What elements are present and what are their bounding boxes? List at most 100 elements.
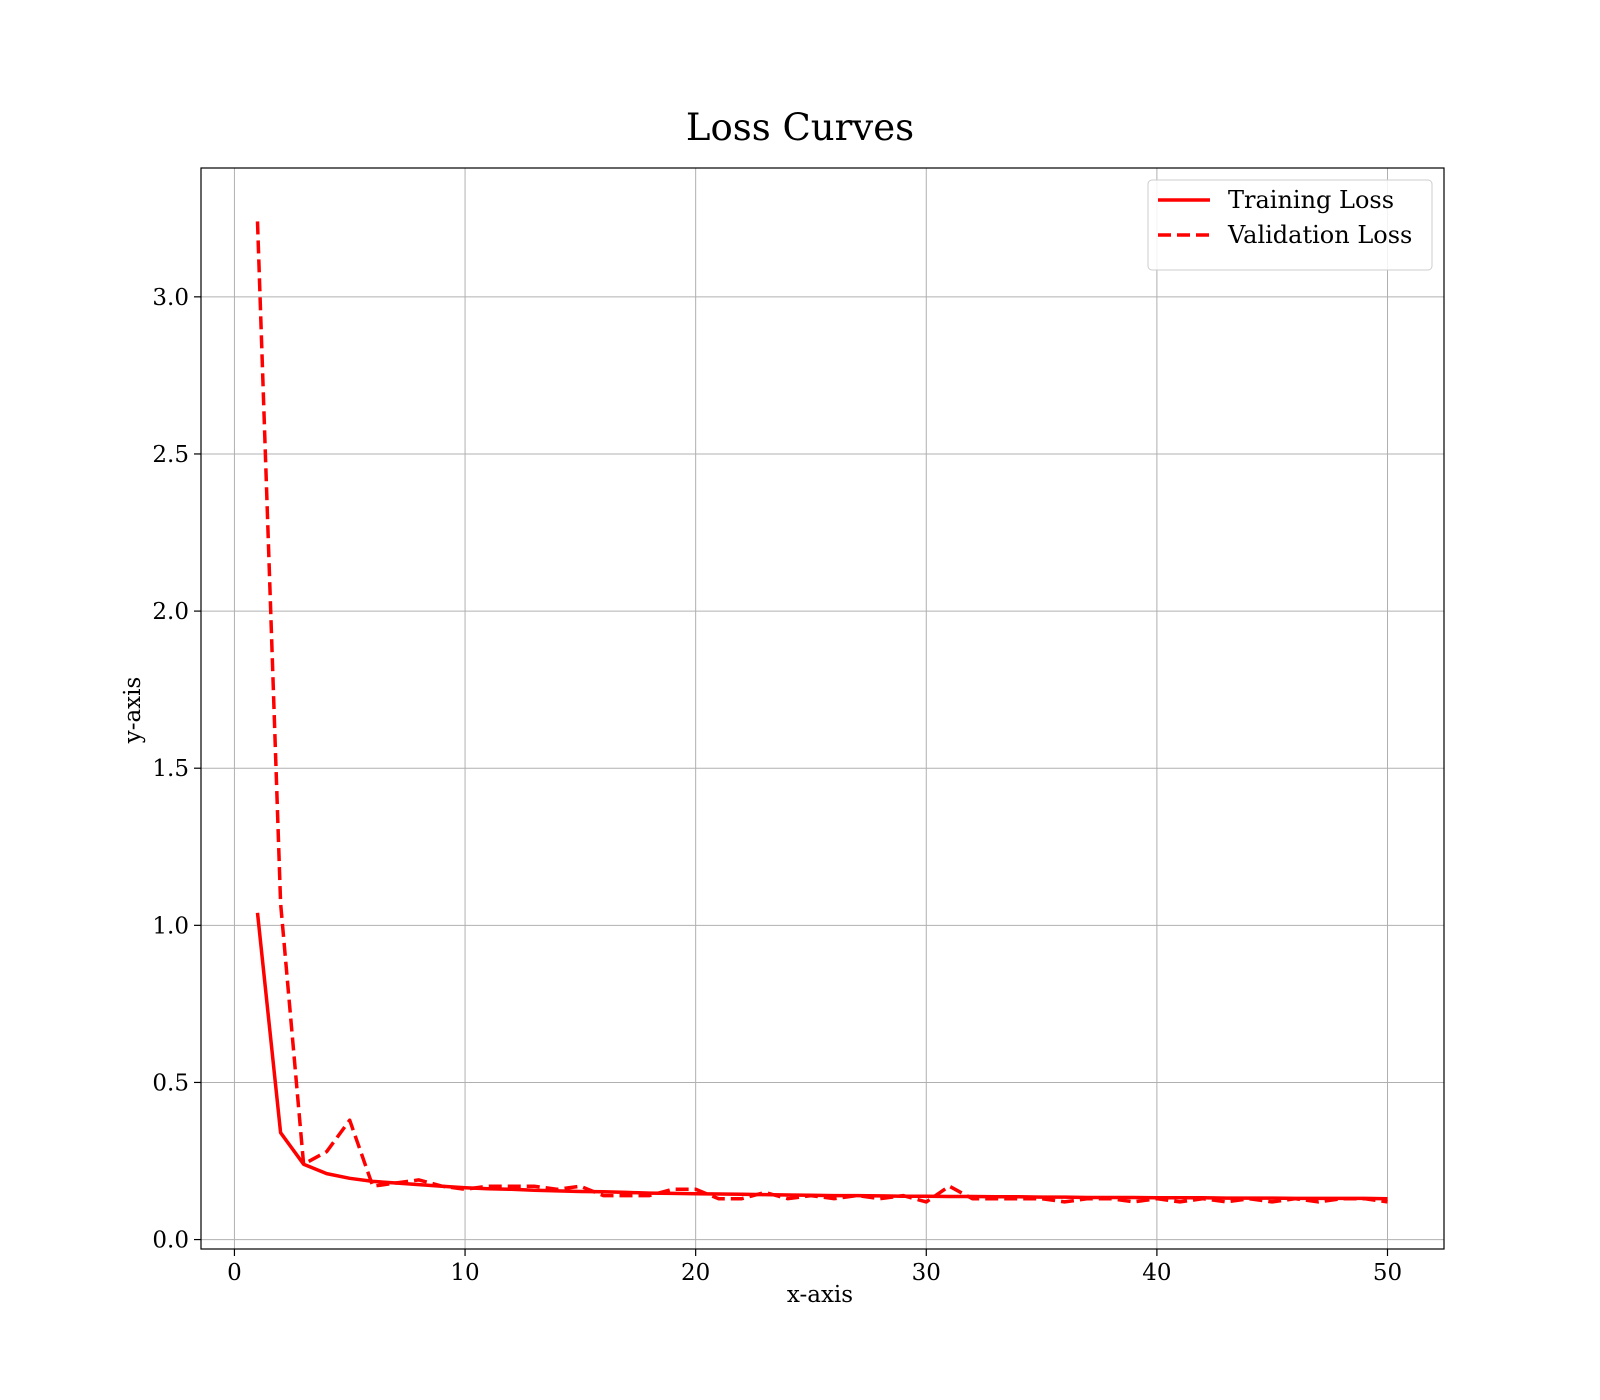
training-loss-point bbox=[348, 1177, 351, 1180]
validation-loss-point bbox=[810, 1194, 813, 1197]
y-tick-label: 2.5 bbox=[152, 442, 189, 468]
validation-loss-point bbox=[1155, 1197, 1158, 1200]
validation-loss-point bbox=[325, 1150, 328, 1153]
series-lines bbox=[255, 220, 1389, 1204]
grid-lines bbox=[201, 168, 1444, 1249]
training-loss-point bbox=[256, 911, 259, 914]
training-loss-point bbox=[740, 1193, 743, 1196]
training-loss-point bbox=[671, 1192, 674, 1195]
validation-loss-point bbox=[579, 1185, 582, 1188]
training-loss-point bbox=[325, 1172, 328, 1175]
validation-loss-point bbox=[1340, 1197, 1343, 1200]
validation-loss-point bbox=[1202, 1197, 1205, 1200]
validation-loss-point bbox=[971, 1197, 974, 1200]
validation-loss-point bbox=[902, 1194, 905, 1197]
validation-loss-point bbox=[763, 1191, 766, 1194]
validation-loss-point bbox=[717, 1197, 720, 1200]
validation-loss-point bbox=[1178, 1200, 1181, 1203]
validation-loss-point bbox=[279, 902, 282, 905]
validation-loss-point bbox=[1086, 1197, 1089, 1200]
training-loss-point bbox=[694, 1192, 697, 1195]
validation-loss-point bbox=[856, 1194, 859, 1197]
y-tick-label: 3.0 bbox=[152, 285, 189, 311]
training-loss-point bbox=[1225, 1197, 1228, 1200]
validation-loss-legend-label: Validation Loss bbox=[1227, 221, 1412, 249]
x-axis-label: x-axis bbox=[787, 1282, 853, 1308]
validation-loss-point bbox=[1294, 1197, 1297, 1200]
y-axis-label: y-axis bbox=[120, 677, 146, 745]
training-loss-point bbox=[1132, 1196, 1135, 1199]
y-tick-label: 2.0 bbox=[152, 599, 189, 625]
training-loss-point bbox=[625, 1191, 628, 1194]
y-tick-label: 1.5 bbox=[152, 756, 189, 782]
validation-loss-point bbox=[394, 1182, 397, 1185]
training-loss-point bbox=[279, 1131, 282, 1134]
x-tick-label: 30 bbox=[912, 1260, 941, 1286]
validation-loss-point bbox=[441, 1185, 444, 1188]
y-tick-label: 0.5 bbox=[152, 1070, 189, 1096]
validation-loss-point bbox=[740, 1197, 743, 1200]
validation-loss-point bbox=[1132, 1200, 1135, 1203]
x-tick-label: 40 bbox=[1142, 1260, 1171, 1286]
training-loss-point bbox=[1178, 1196, 1181, 1199]
training-loss-point bbox=[579, 1190, 582, 1193]
plot-frame bbox=[200, 167, 1445, 1250]
validation-loss-point bbox=[833, 1197, 836, 1200]
legend: Training Loss Validation Loss bbox=[1147, 179, 1433, 271]
legend-box bbox=[1147, 179, 1433, 271]
validation-loss-point bbox=[994, 1197, 997, 1200]
validation-loss-point bbox=[694, 1188, 697, 1191]
x-tick-label: 10 bbox=[450, 1260, 479, 1286]
x-tick-label: 0 bbox=[227, 1260, 242, 1286]
y-tick-label: 1.0 bbox=[152, 913, 189, 939]
x-tick-label: 20 bbox=[681, 1260, 710, 1286]
validation-loss-point bbox=[602, 1194, 605, 1197]
training-loss-point bbox=[833, 1194, 836, 1197]
training-loss-point bbox=[510, 1188, 513, 1191]
training-loss-point bbox=[717, 1193, 720, 1196]
validation-loss-point bbox=[464, 1188, 467, 1191]
validation-loss-point bbox=[625, 1194, 628, 1197]
chart-title: Loss Curves bbox=[686, 106, 914, 149]
training-loss-point bbox=[1317, 1197, 1320, 1200]
y-tick-label: 0.0 bbox=[152, 1228, 189, 1254]
validation-loss-point bbox=[533, 1185, 536, 1188]
validation-loss-point bbox=[879, 1197, 882, 1200]
validation-loss-point bbox=[1225, 1200, 1228, 1203]
validation-loss-point bbox=[556, 1188, 559, 1191]
training-loss-point bbox=[417, 1183, 420, 1186]
x-tick-label: 50 bbox=[1373, 1260, 1402, 1286]
validation-loss-point bbox=[487, 1185, 490, 1188]
validation-loss-line bbox=[255, 221, 1388, 1204]
validation-loss-point bbox=[1317, 1200, 1320, 1203]
validation-loss-point bbox=[948, 1185, 951, 1188]
validation-loss-point bbox=[1017, 1197, 1020, 1200]
validation-loss-point bbox=[256, 220, 259, 223]
validation-loss-point bbox=[1063, 1200, 1066, 1203]
training-loss-point bbox=[786, 1194, 789, 1197]
validation-loss-point bbox=[302, 1163, 305, 1166]
validation-loss-point bbox=[648, 1194, 651, 1197]
validation-loss-point bbox=[786, 1197, 789, 1200]
validation-loss-point bbox=[1109, 1197, 1112, 1200]
validation-loss-point bbox=[925, 1200, 928, 1203]
training-loss-point bbox=[602, 1190, 605, 1193]
validation-loss-point bbox=[417, 1178, 420, 1181]
validation-loss-point bbox=[510, 1185, 513, 1188]
validation-loss-point bbox=[1363, 1197, 1366, 1200]
validation-loss-point bbox=[1248, 1197, 1251, 1200]
training-loss-point bbox=[1386, 1197, 1389, 1200]
validation-loss-point bbox=[671, 1188, 674, 1191]
training-loss-point bbox=[925, 1195, 928, 1198]
validation-loss-point bbox=[1386, 1200, 1389, 1203]
training-loss-point bbox=[533, 1189, 536, 1192]
validation-loss-point bbox=[1040, 1197, 1043, 1200]
validation-loss-point bbox=[371, 1185, 374, 1188]
training-loss-legend-label: Training Loss bbox=[1228, 186, 1394, 214]
y-axis-ticks: 0.0 0.5 1.0 1.5 2.0 2.5 3.0 bbox=[152, 285, 201, 1254]
training-loss-point bbox=[1063, 1196, 1066, 1199]
training-loss-point bbox=[948, 1195, 951, 1198]
validation-loss-point bbox=[348, 1119, 351, 1122]
training-loss-point bbox=[1271, 1197, 1274, 1200]
